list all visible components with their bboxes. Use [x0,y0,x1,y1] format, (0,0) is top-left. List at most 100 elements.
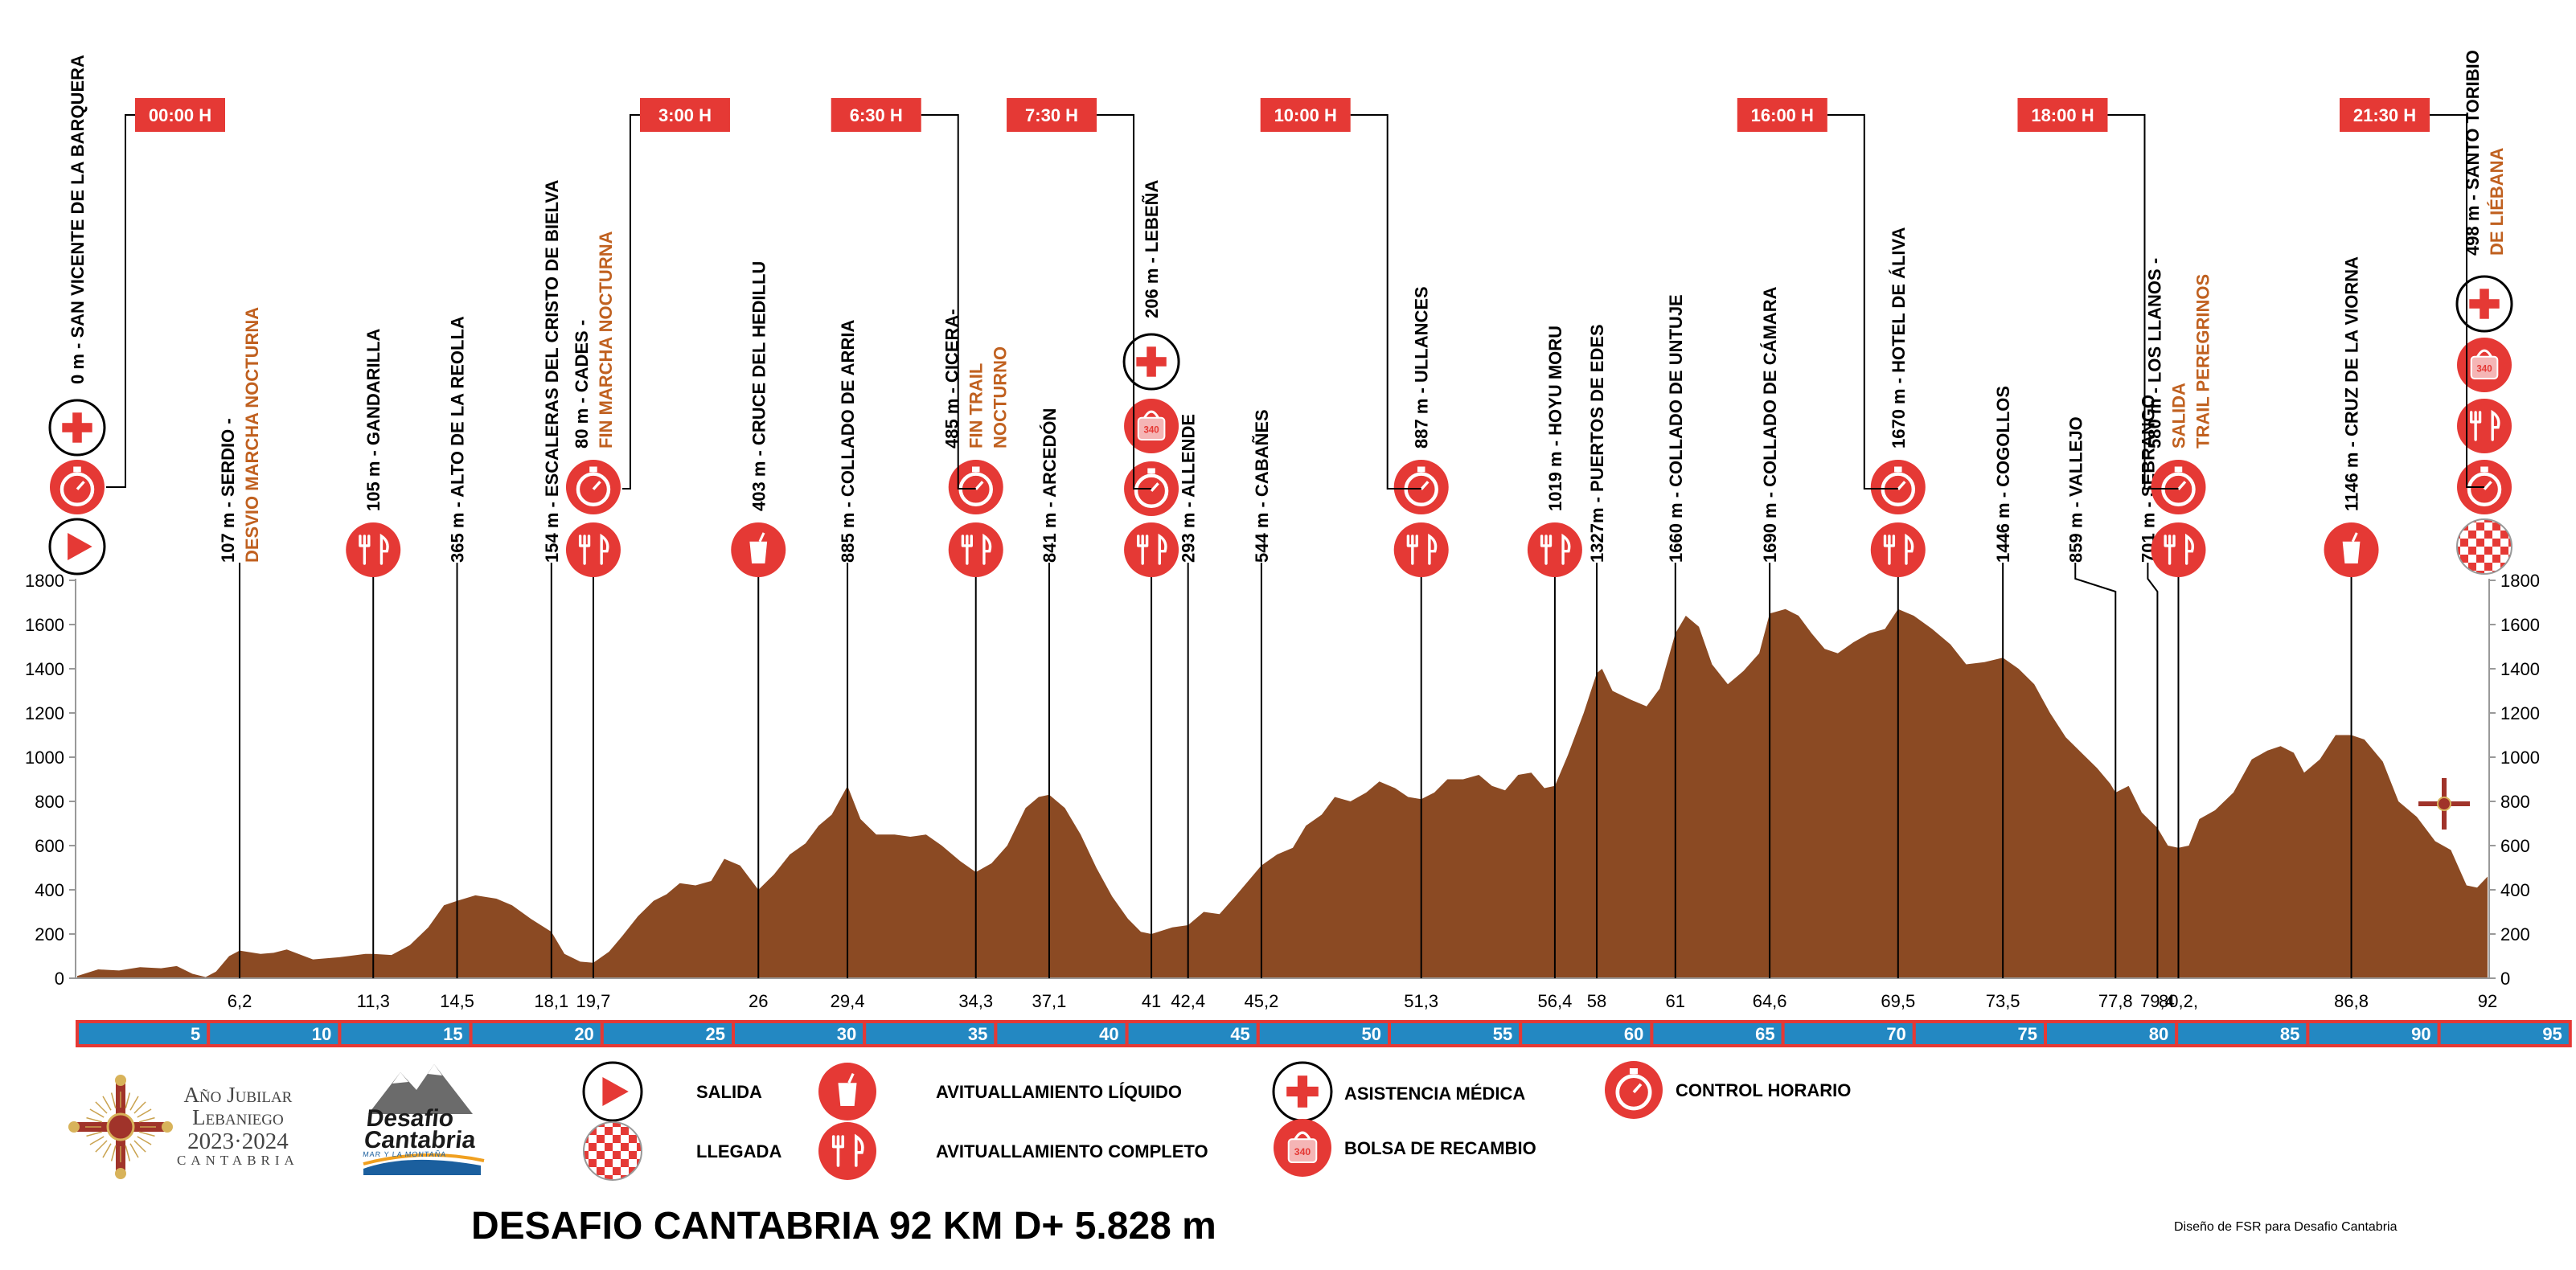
waypoint-labels: 0 m - SAN VICENTE DE LA BARQUERA 107 m - … [68,50,2507,563]
watch-hand [1897,481,1906,490]
fork-knife-icon [2151,522,2206,577]
x-km-label: 19,7 [576,991,611,1011]
km-bar-segment [76,1020,211,1047]
cross-ray [95,1101,108,1114]
knife [2184,533,2195,565]
y-tick-label-right: 1400 [2500,659,2540,679]
cross-v [72,412,82,443]
waypoint-icons: 340 340 [48,275,2513,577]
km-bar-label: 15 [443,1024,462,1044]
y-tick-label-right: 1800 [2500,571,2540,591]
fork [1883,535,1896,565]
elevation-axes: 0 0 200 200 400 400 600 600 800 800 1000 1000 1200 12… [25,571,2540,1011]
waypoint-label: 80 m - CADES - [572,320,592,449]
cross-ray [95,1140,108,1153]
credit-text: Diseño de FSR para Desafio Cantabria [2174,1220,2398,1234]
waypoint-label: 206 m - LEBEÑA [1142,180,1162,318]
full-bg [1527,522,1582,577]
x-km-label: 14,5 [440,991,474,1011]
time-box-label: 7:30 H [1025,105,1078,125]
cross-center [2437,797,2451,811]
legend-play-icon [582,1061,643,1122]
waypoint-label: 293 m - ALLENDE [1179,414,1199,563]
km-bar-label: 10 [312,1024,331,1044]
bag-body [2470,355,2499,380]
waypoint-label: 544 m - CABAÑES [1252,409,1272,563]
jubilar-line2: Lebaniego [192,1105,284,1130]
km-bar-label: 95 [2542,1024,2562,1044]
km-bar-segment [994,1020,1129,1047]
y-tick-label-right: 1000 [2500,748,2540,768]
legend-bag-label: BOLSA DE RECAMBIO [1344,1138,1536,1158]
desafio-logo: Desafio Cantabria MAR Y LA MONTAÑA [360,1058,489,1178]
knife [600,533,609,565]
bag-body [1137,416,1166,441]
watch-hand [2177,481,2187,490]
cross-ray [86,1131,103,1137]
waypoint-label: 1690 m - COLLADO DE CÁMARA [1760,286,1780,563]
bag-number: 340 [1294,1146,1311,1157]
fork [961,535,973,565]
watch-face [576,472,611,506]
x-km-label: 79,4 [2140,991,2175,1011]
knife [2491,409,2500,441]
control-bg [1393,460,1449,514]
x-km-label: 73,5 [1986,991,2020,1011]
jubilar-line1: Año Jubilar [183,1083,293,1107]
time-boxes: 00:00 H 3:00 H 6:30 H 7:30 H 10:00 H 16:00 H 1… [106,98,2484,490]
cross-ray [133,1101,146,1114]
knife [1158,533,1167,565]
cup-icon [2324,522,2379,577]
time-connector [2430,114,2484,488]
km-bar-label: 25 [706,1024,725,1044]
km-bar-label: 90 [2411,1024,2430,1044]
stopwatch-icon [50,460,105,514]
y-tick-label-left: 200 [35,924,64,944]
cross-v [2480,289,2489,319]
km-bar-segment [1256,1020,1392,1047]
control-bg [1870,460,1926,514]
x-km-label: 29,4 [831,991,865,1011]
watch-hand [592,481,601,490]
y-tick-label-left: 1400 [25,659,64,679]
km-bar-segment [1125,1020,1260,1047]
cross-ray [125,1145,131,1161]
y-tick-label-right: 1200 [2500,703,2540,723]
waypoint-label: FIN MARCHA NOCTURNA [596,231,616,449]
stopwatch-icon [2151,460,2206,514]
cup [838,1083,857,1106]
fork [1540,535,1553,565]
time-connector [1827,114,1898,490]
fork-knife-icon [2457,399,2512,453]
time-box-label: 00:00 H [149,105,211,125]
x-km-label: 92 [2478,991,2497,1011]
waypoint-label: 105 m - GANDARILLA [363,329,384,511]
knife [379,533,389,565]
x-km-label: 34,3 [958,991,993,1011]
page-title: DESAFIO CANTABRIA 92 KM D+ 5.828 m [471,1205,1216,1247]
watch-crown [2480,466,2488,473]
cross-tip [68,1121,80,1133]
time-box [135,98,225,132]
cross-ray [133,1140,146,1153]
km-bar-segment [2437,1020,2572,1047]
x-km-label: 37,1 [1032,991,1067,1011]
watch-crown [1417,466,1425,473]
straw [758,532,765,543]
waypoint-label: 1670 m - HOTEL DE ÁLIVA [1889,227,1909,449]
waypoint-label: DE LIÉBANA [2487,147,2507,256]
x-km-label: 26 [749,991,768,1011]
control-bg [948,460,1003,514]
full-bg [346,522,401,577]
legend-stopwatch-icon [1605,1061,1663,1119]
time-box [1260,98,1351,132]
control-bg [2151,460,2206,514]
legend-icons: 340 [582,1061,1663,1181]
x-km-label: 77,8 [2098,991,2133,1011]
legend-medical-label: ASISTENCIA MÉDICA [1344,1084,1526,1104]
watch-crown [2174,466,2183,473]
km-bar-label: 65 [1755,1024,1774,1044]
fork [578,535,591,565]
watch-hand [1150,482,1159,492]
